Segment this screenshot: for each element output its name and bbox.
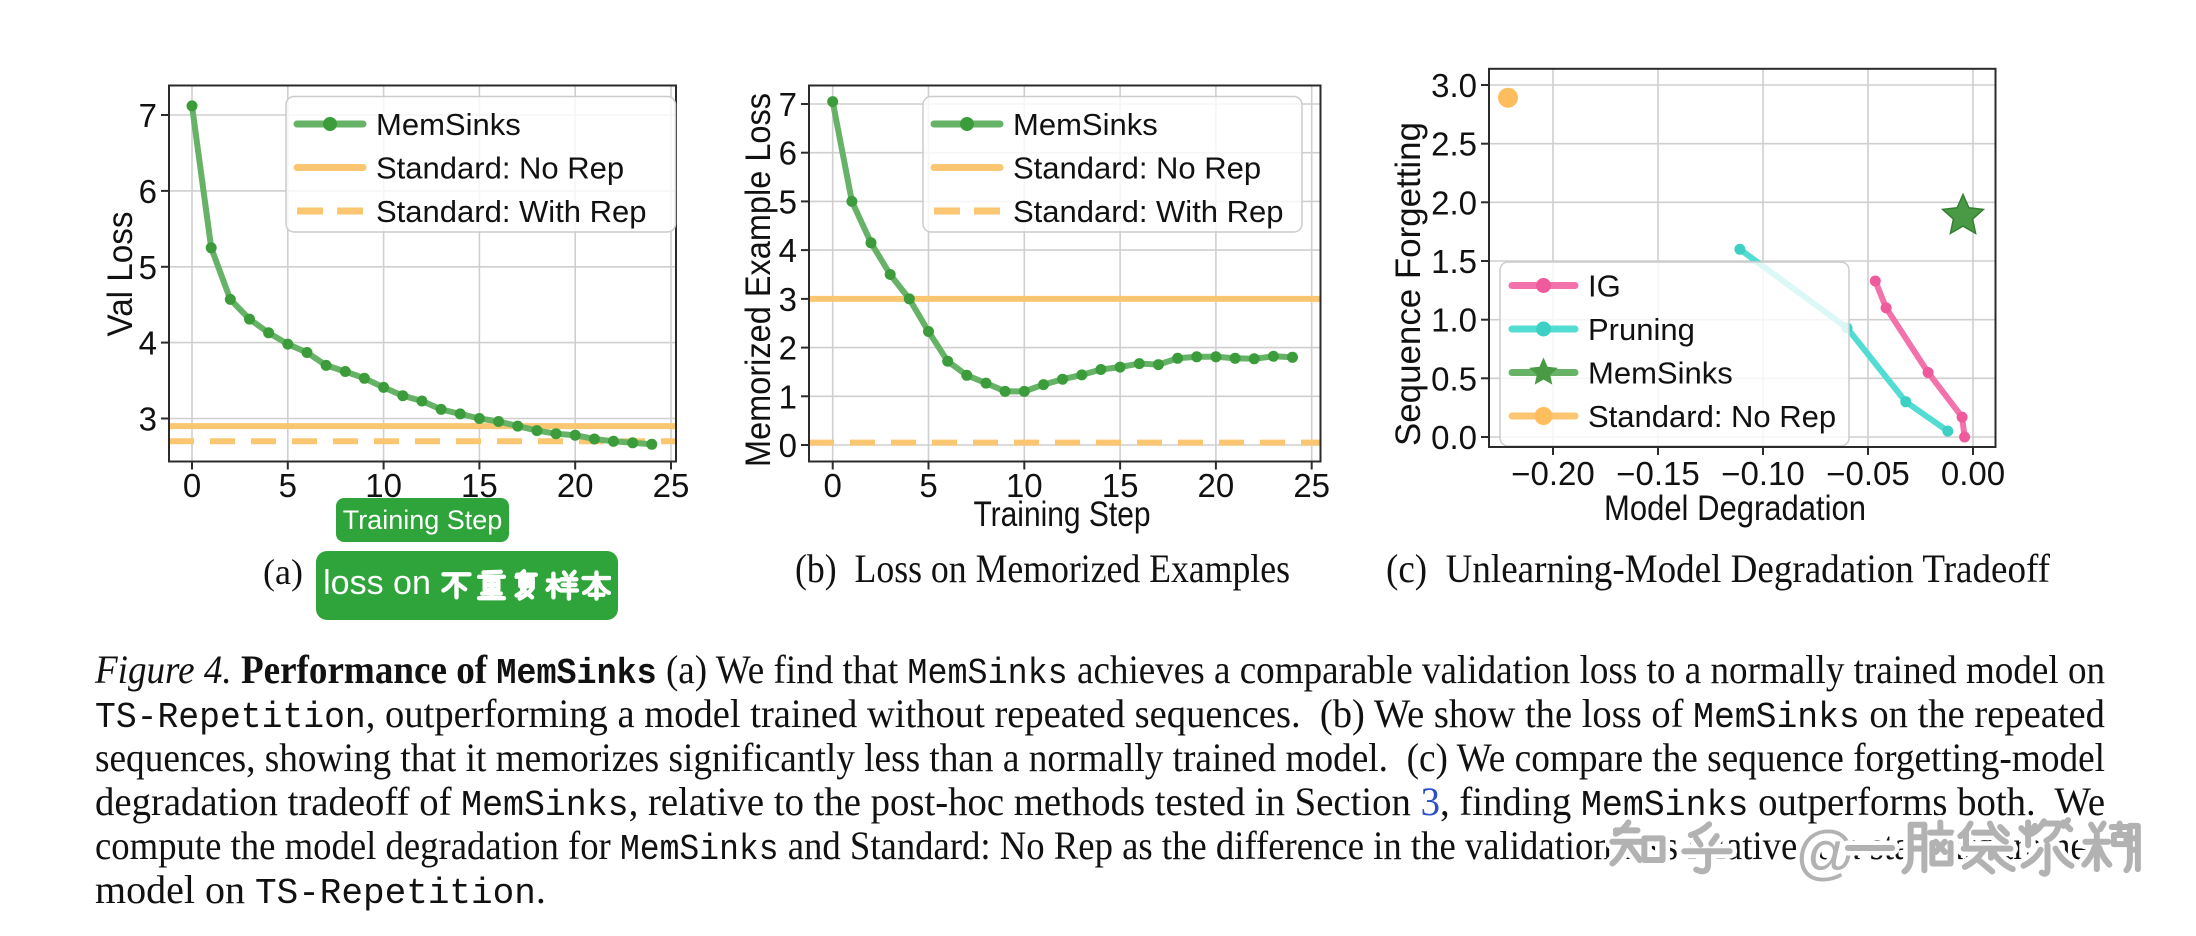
svg-text:5: 5 [139, 249, 157, 286]
svg-text:15: 15 [461, 467, 498, 504]
svg-text:10: 10 [1006, 467, 1043, 504]
svg-text:20: 20 [1198, 467, 1235, 504]
svg-text:6: 6 [779, 135, 797, 172]
svg-text:3: 3 [139, 401, 157, 438]
svg-text:10: 10 [365, 467, 402, 504]
svg-text:0: 0 [183, 467, 201, 504]
svg-text:Training Step: Training Step [974, 495, 1151, 534]
svg-text:Val Loss: Val Loss [101, 212, 140, 337]
svg-text:0.00: 0.00 [1941, 455, 2005, 492]
svg-text:6: 6 [139, 173, 157, 210]
svg-text:3.0: 3.0 [1431, 67, 1477, 104]
svg-text:4: 4 [779, 232, 797, 269]
svg-text:MemSinks: MemSinks [1013, 107, 1158, 142]
svg-text:2.5: 2.5 [1431, 126, 1477, 163]
svg-text:5: 5 [919, 467, 937, 504]
svg-text:−0.20: −0.20 [1511, 455, 1595, 492]
svg-text:2.0: 2.0 [1431, 184, 1477, 221]
svg-text:15: 15 [1102, 467, 1139, 504]
svg-text:5: 5 [779, 183, 797, 220]
svg-text:Model Degradation: Model Degradation [1604, 489, 1866, 528]
svg-text:20: 20 [557, 467, 594, 504]
svg-text:Pruning: Pruning [1588, 312, 1695, 347]
svg-text:Standard: With Rep: Standard: With Rep [1013, 194, 1284, 229]
svg-text:0: 0 [779, 427, 797, 464]
svg-text:0.5: 0.5 [1431, 360, 1477, 397]
svg-text:0.0: 0.0 [1431, 419, 1477, 456]
svg-text:IG: IG [1588, 269, 1621, 304]
svg-text:MemSinks: MemSinks [376, 107, 521, 142]
svg-text:25: 25 [653, 467, 690, 504]
svg-text:7: 7 [139, 97, 157, 134]
svg-text:1.0: 1.0 [1431, 302, 1477, 339]
svg-text:0: 0 [824, 467, 842, 504]
svg-text:Standard: No Rep: Standard: No Rep [1013, 151, 1261, 186]
svg-text:25: 25 [1293, 467, 1330, 504]
svg-text:−0.15: −0.15 [1616, 455, 1700, 492]
svg-text:MemSinks: MemSinks [1588, 356, 1733, 391]
svg-text:Sequence Forgetting: Sequence Forgetting [1389, 122, 1428, 446]
svg-text:Standard: With Rep: Standard: With Rep [376, 194, 647, 229]
svg-text:5: 5 [279, 467, 297, 504]
svg-text:2: 2 [779, 330, 797, 367]
svg-text:−0.10: −0.10 [1721, 455, 1805, 492]
svg-text:−0.05: −0.05 [1826, 455, 1910, 492]
svg-text:4: 4 [139, 325, 157, 362]
svg-text:1: 1 [779, 378, 797, 415]
svg-text:Standard: No Rep: Standard: No Rep [1588, 399, 1836, 434]
svg-text:3: 3 [779, 281, 797, 318]
svg-text:7: 7 [779, 86, 797, 123]
svg-text:Standard: No Rep: Standard: No Rep [376, 151, 624, 186]
svg-text:1.5: 1.5 [1431, 243, 1477, 280]
svg-text:Memorized Example Loss: Memorized Example Loss [739, 93, 778, 467]
